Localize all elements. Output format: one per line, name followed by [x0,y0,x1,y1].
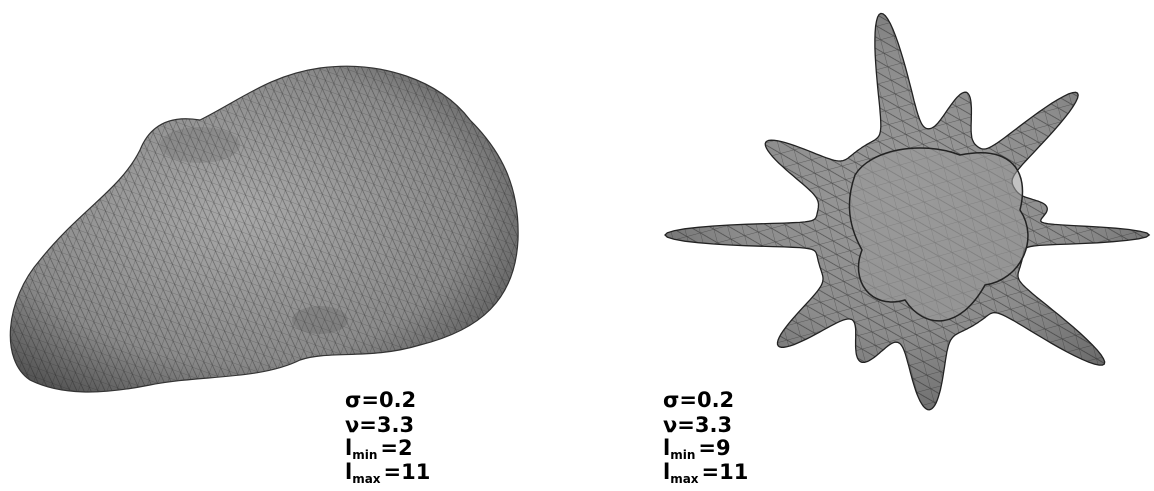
subscript: min [352,448,377,462]
value: =11 [384,460,431,484]
value: =2 [380,436,412,460]
symbol: l [663,436,670,460]
subscript: max [352,472,381,486]
lmax-label: lmax=11 [663,460,748,486]
sigma-label: σ=0.2 [663,388,734,412]
value: =11 [702,460,749,484]
figure: σ=0.2ν=3.3lmin=2lmax=11σ=0.2ν=3.3lmin=9l… [0,0,1154,491]
lmin-label: lmin=2 [345,436,413,462]
blob-mesh [10,66,518,392]
nu-label: ν=3.3 [663,413,732,437]
nu-label: ν=3.3 [345,413,414,437]
star-mesh [665,13,1149,409]
lmax-label: lmax=11 [345,460,430,486]
symbol: l [345,460,352,484]
sigma-label: σ=0.2 [345,388,416,412]
subscript: min [670,448,695,462]
subscript: max [670,472,699,486]
lmin-label: lmin=9 [663,436,731,462]
symbol: l [345,436,352,460]
symbol: l [663,460,670,484]
value: =9 [698,436,730,460]
